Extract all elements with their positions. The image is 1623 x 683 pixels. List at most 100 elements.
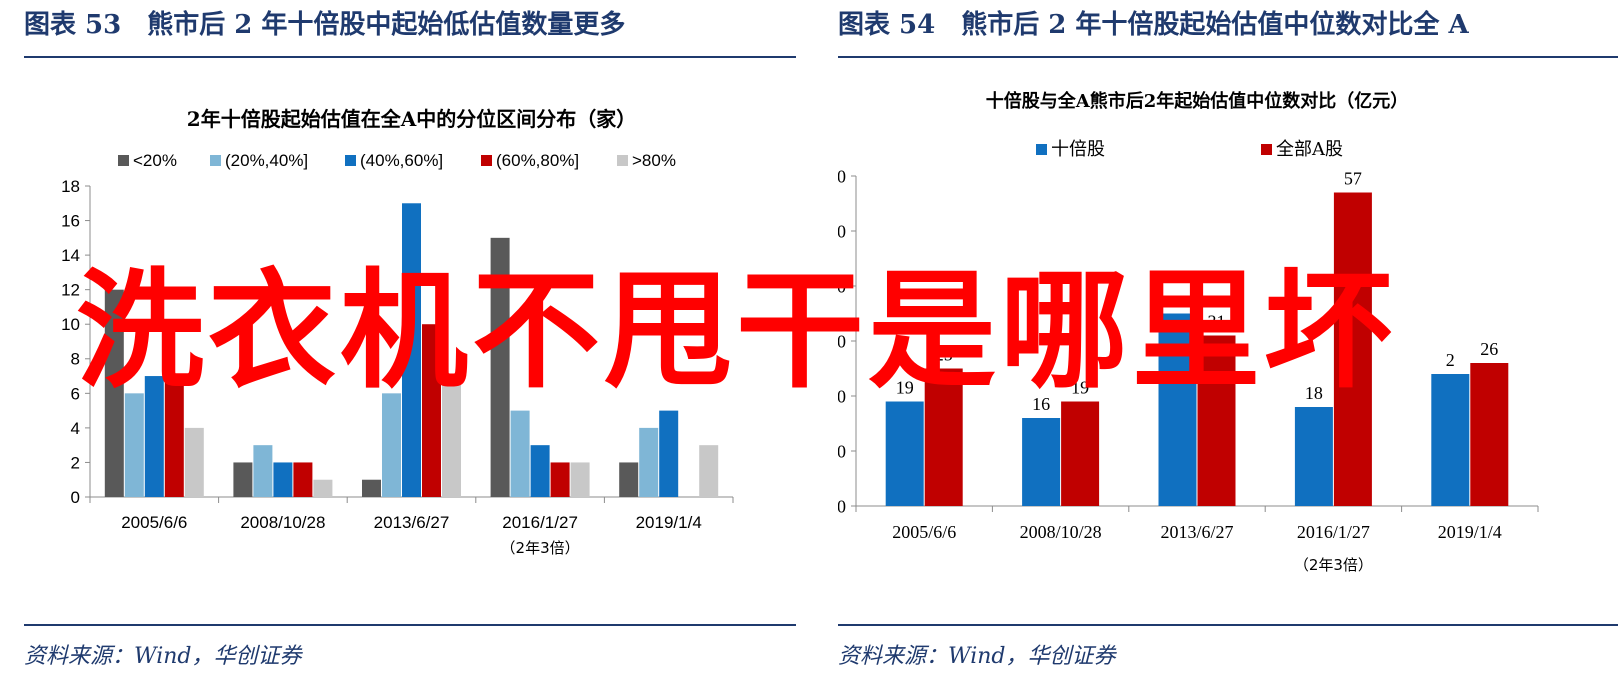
x-tick-label: 2005/6/6 (121, 513, 187, 532)
bar-1-2 (273, 462, 293, 497)
bar-2-0 (362, 479, 381, 497)
x-tick-label: 2016/1/27 (502, 513, 578, 532)
left-bottom-rule (24, 624, 796, 626)
x-tick-note: （2年3倍） (1294, 556, 1373, 574)
legend-swatch-3 (481, 155, 492, 166)
left-figure-title: 图表 53 熊市后 2 年十倍股中起始低估值数量更多 (24, 10, 626, 40)
bar-4-1 (639, 427, 659, 497)
x-tick-label: 2008/10/28 (240, 513, 325, 532)
bar-4-0 (619, 462, 639, 497)
legend-swatch-2 (345, 155, 356, 166)
bar-1-3 (293, 462, 313, 497)
data-label-4-1: 26 (1480, 339, 1498, 359)
legend-swatch-4 (617, 155, 628, 166)
x-tick-label: 2013/6/27 (1160, 522, 1233, 542)
y-tick-label: 30 (838, 331, 846, 351)
bar-2-1 (1197, 335, 1236, 506)
data-label-3-1: 57 (1344, 169, 1362, 189)
left-top-rule (24, 56, 796, 58)
y-tick-label: 0 (838, 496, 846, 516)
data-label-2-1: 31 (1208, 312, 1226, 332)
x-tick-label: 2019/1/4 (1438, 522, 1502, 542)
bar-0-2 (144, 376, 164, 497)
bar-4-0 (1431, 374, 1470, 506)
bar-2-0 (1158, 313, 1197, 506)
legend-label-4: >80% (632, 151, 676, 170)
data-label-1-1: 19 (1071, 378, 1089, 398)
bar-2-1 (382, 393, 401, 497)
data-label-0-0: 19 (896, 378, 914, 398)
x-tick-label: 2008/10/28 (1020, 522, 1102, 542)
x-tick-label: 2019/1/4 (636, 513, 702, 532)
bar-1-1 (1061, 401, 1100, 506)
bar-4-1 (1470, 363, 1509, 506)
bar-3-3 (550, 462, 570, 497)
chart-title: 十倍股与全A熊市后2年起始估值中位数对比（亿元） (986, 90, 1409, 112)
y-tick-label: 2 (71, 453, 80, 472)
y-tick-label: 8 (71, 350, 80, 369)
bar-0-3 (164, 376, 184, 497)
legend-label-1: (20%,40%] (225, 151, 308, 170)
right-source: 资料来源：Wind，华创证券 (838, 644, 1116, 669)
left-source: 资料来源：Wind，华创证券 (24, 644, 302, 669)
bar-2-3 (422, 324, 441, 497)
y-tick-label: 6 (71, 384, 80, 403)
left-panel: 图表 53 熊市后 2 年十倍股中起始低估值数量更多 2年十倍股起始估值在全A中… (0, 0, 800, 683)
y-tick-label: 10 (61, 315, 80, 334)
right-top-rule (838, 56, 1618, 58)
y-tick-label: 0 (71, 488, 80, 507)
y-tick-label: 16 (61, 212, 80, 231)
bar-1-0 (233, 462, 253, 497)
y-tick-label: 50 (838, 221, 846, 241)
y-tick-label: 4 (71, 419, 80, 438)
x-tick-label: 2013/6/27 (374, 513, 450, 532)
legend-swatch-0 (118, 155, 129, 166)
bar-2-2 (402, 203, 421, 497)
data-label-3-0: 18 (1305, 383, 1323, 403)
y-tick-label: 18 (61, 177, 80, 196)
data-label-0-1: 25 (935, 345, 953, 365)
right-panel: 图表 54 熊市后 2 年十倍股起始估值中位数对比全 A 十倍股与全A熊市后2年… (838, 0, 1623, 683)
x-tick-label: 2005/6/6 (892, 522, 956, 542)
bar-3-1 (1333, 192, 1372, 506)
y-tick-label: 40 (838, 276, 846, 296)
y-tick-label: 60 (838, 166, 846, 186)
right-chart: 十倍股与全A熊市后2年起始估值中位数对比（亿元） 十倍股 全部A股 0 10 20 30 40… (838, 90, 1539, 574)
legend-label-2: (40%,60%] (360, 151, 443, 170)
bar-0-1 (924, 368, 963, 506)
legend-label-1: 全部A股 (1276, 139, 1343, 160)
bar-0-0 (885, 401, 924, 506)
bar-0-1 (124, 393, 144, 497)
legend-swatch-0 (1036, 144, 1047, 155)
x-tick-label: 2016/1/27 (1297, 522, 1370, 542)
bar-0-4 (184, 427, 204, 497)
legend-label-0: <20% (133, 151, 177, 170)
bar-3-1 (510, 410, 530, 497)
bar-0-0 (104, 289, 124, 497)
bar-2-4 (442, 376, 461, 497)
bar-1-4 (313, 479, 333, 497)
y-tick-label: 12 (61, 281, 80, 300)
bar-1-1 (253, 445, 273, 497)
right-figure-title: 图表 54 熊市后 2 年十倍股起始估值中位数对比全 A (838, 10, 1469, 40)
y-tick-label: 20 (838, 386, 846, 406)
chart-title: 2年十倍股起始估值在全A中的分位区间分布（家） (187, 107, 636, 131)
right-bottom-rule (838, 624, 1618, 626)
y-tick-label: 10 (838, 441, 846, 461)
bar-4-4 (699, 445, 719, 497)
legend-swatch-1 (1261, 144, 1272, 155)
y-tick-label: 14 (61, 246, 80, 265)
bar-3-4 (570, 462, 590, 497)
legend-label-3: (60%,80%] (496, 151, 579, 170)
x-tick-note: （2年3倍） (501, 539, 580, 557)
left-chart: 2年十倍股起始估值在全A中的分位区间分布（家） <20% (20%,40%] (40%… (61, 107, 734, 557)
bar-3-2 (530, 445, 550, 497)
data-label-4-0: 2 (1446, 350, 1455, 370)
bar-3-0 (1294, 407, 1333, 506)
bar-3-0 (490, 237, 510, 498)
bar-1-0 (1022, 418, 1061, 506)
bar-4-2 (659, 410, 679, 497)
data-label-1-0: 16 (1032, 394, 1050, 414)
legend-swatch-1 (210, 155, 221, 166)
legend-label-0: 十倍股 (1051, 139, 1105, 160)
